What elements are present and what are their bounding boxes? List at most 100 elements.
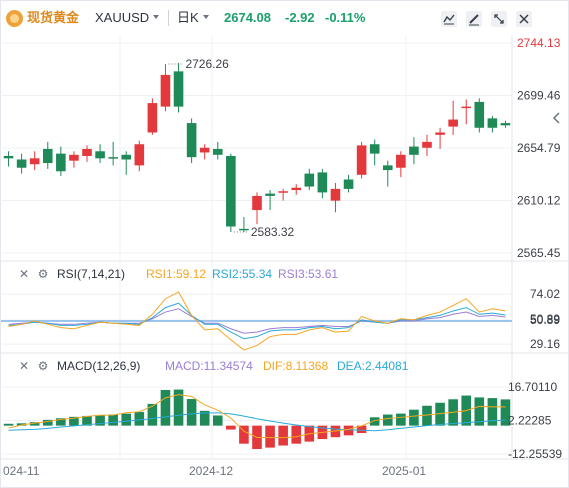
- macd-histogram-bar: [382, 414, 393, 426]
- dif-value: DIF:8.11368: [263, 359, 329, 373]
- price-axis-label: 2565.45: [517, 246, 561, 260]
- candle-body: [396, 154, 406, 168]
- price-axis-label: 2744.13: [517, 36, 561, 50]
- symbol-name[interactable]: 现货黄金: [27, 10, 80, 25]
- settings-icon[interactable]: ⚙: [37, 359, 49, 373]
- macd-histogram-bar: [474, 397, 485, 426]
- macd-title: MACD(12,26,9): [57, 359, 141, 373]
- candle-body: [29, 158, 40, 165]
- low-annotation: 2583.32: [251, 225, 295, 239]
- candle-body: [422, 141, 432, 148]
- candle-body: [356, 145, 367, 175]
- candle-body: [42, 148, 53, 164]
- candle-body: [461, 106, 472, 109]
- macd-axis-label: 16.70110: [508, 380, 557, 394]
- macd-header: ✕ ⚙ MACD(12,26,9) MACD:11.34574 DIF:8.11…: [0, 357, 520, 375]
- macd-histogram-bar: [173, 389, 184, 426]
- macd-histogram-bar: [29, 422, 40, 426]
- candle-body: [304, 173, 315, 187]
- candle-body: [265, 193, 275, 196]
- macd-histogram-bar: [422, 405, 432, 426]
- macd-line: [8, 412, 506, 432]
- candle-body: [487, 118, 498, 128]
- rsi-axis-label: 50.89: [530, 313, 560, 327]
- candle-body: [291, 187, 302, 191]
- macd-histogram-bar: [396, 413, 406, 426]
- period-chevron-down-icon[interactable]: [203, 15, 209, 19]
- indicator-icon[interactable]: [441, 11, 457, 27]
- candle-body: [330, 188, 341, 201]
- candle-body: [409, 146, 419, 155]
- chevron-down-icon[interactable]: [153, 15, 159, 19]
- macd-histogram-bar: [95, 414, 105, 426]
- macd-histogram-bar: [226, 425, 236, 430]
- rsi-axis-label: 74.02: [530, 287, 560, 301]
- candle-body: [95, 151, 105, 159]
- candle-body: [382, 165, 393, 171]
- macd-histogram-bar: [291, 425, 302, 444]
- price-axis-label: 2610.12: [517, 194, 561, 208]
- macd-histogram-bar: [69, 416, 79, 426]
- candle-body: [160, 74, 171, 107]
- rsi-axis-label-overlap: 50.89: [530, 312, 560, 326]
- candle-body: [435, 132, 445, 135]
- macd-histogram-bar: [160, 390, 171, 426]
- close-icon[interactable]: ✕: [18, 359, 30, 373]
- price-change-percent: -0.11%: [325, 10, 366, 25]
- macd-histogram-bar: [108, 414, 118, 426]
- macd-histogram-bar: [212, 415, 223, 426]
- chart-header: 现货黄金 XAUUSD 日K 2674.08 -2.92 -0.11%: [0, 0, 569, 36]
- header-divider: [168, 10, 169, 26]
- rsi1-value: RSI1:59.12: [146, 267, 207, 281]
- candle-body: [199, 147, 210, 153]
- macd-histogram-bar: [134, 411, 145, 426]
- macd-value: MACD:11.34574: [165, 359, 253, 373]
- macd-histogram-bar: [278, 425, 288, 446]
- rsi-series-line: [8, 302, 506, 340]
- period-selector[interactable]: 日K: [177, 10, 199, 25]
- macd-histogram-bar: [356, 425, 367, 434]
- candle-body: [369, 144, 380, 154]
- macd-histogram-bar: [82, 415, 92, 426]
- macd-histogram-bar: [186, 399, 197, 426]
- symbol-code[interactable]: XAUUSD: [95, 10, 150, 25]
- candle-body: [121, 154, 132, 160]
- price-axis-label: 2654.79: [517, 141, 561, 155]
- candle-body: [82, 148, 92, 156]
- dea-value: DEA:2.44081: [337, 359, 409, 373]
- macd-histogram-bar: [121, 413, 132, 426]
- candle-body: [448, 119, 458, 127]
- macd-histogram-bar: [3, 423, 14, 426]
- price-change: -2.92: [285, 10, 315, 25]
- macd-histogram-bar: [343, 425, 354, 436]
- macd-axis-label: 2.22285: [508, 414, 552, 428]
- macd-histogram-bar: [369, 417, 380, 426]
- macd-line: [8, 394, 506, 439]
- time-axis-label: 2025-01: [382, 464, 426, 478]
- close-icon[interactable]: ✕: [18, 267, 30, 281]
- candle-body: [56, 153, 66, 172]
- rsi-title: RSI(7,14,21): [57, 267, 126, 281]
- candle-body: [252, 195, 262, 211]
- rsi-axis-label: 29.16: [530, 337, 560, 351]
- candle-body: [3, 155, 14, 159]
- candle-body: [16, 159, 27, 168]
- rsi2-value: RSI2:55.34: [212, 267, 273, 281]
- candle-body: [226, 155, 236, 227]
- rsi3-value: RSI3:53.61: [278, 267, 339, 281]
- close-icon[interactable]: [516, 11, 532, 27]
- macd-histogram-bar: [409, 409, 419, 426]
- price-axis-label: 2699.46: [517, 89, 561, 103]
- settings-icon[interactable]: ⚙: [37, 267, 49, 281]
- candle-body: [212, 148, 223, 155]
- draw-icon[interactable]: [466, 11, 482, 27]
- time-axis-label: 2024-12: [189, 464, 233, 478]
- collapse-arrow-icon: [552, 112, 560, 124]
- candle-body: [474, 101, 485, 128]
- candle-body: [173, 71, 184, 107]
- candle-body: [186, 123, 197, 158]
- fullscreen-icon[interactable]: [491, 11, 507, 27]
- time-axis-label: 024-11: [3, 464, 40, 478]
